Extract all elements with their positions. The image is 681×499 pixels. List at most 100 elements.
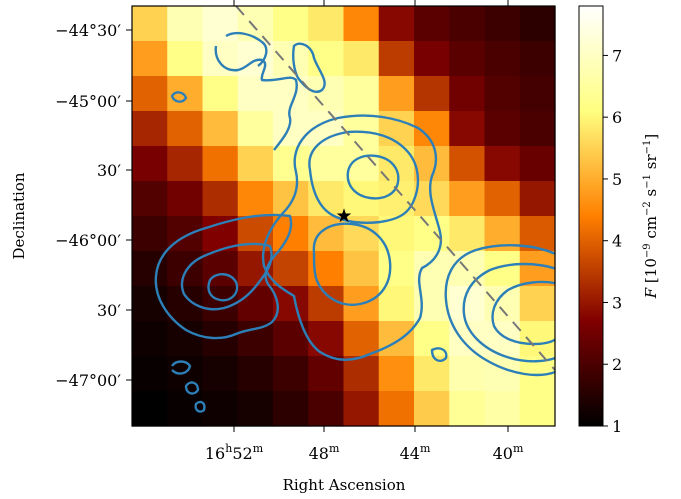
contour-south-bits-1 xyxy=(171,360,192,375)
contour-small-top xyxy=(170,91,188,103)
heatmap-cell-r9-c10 xyxy=(484,321,521,357)
colorbar-label: F [10−9 cm−2 s−1 sr−1] xyxy=(642,134,660,300)
colorbar-tick-label-3: 3 xyxy=(612,293,622,312)
heatmap-cell-r5-c9 xyxy=(449,181,486,217)
heatmap-cell-r8-c1 xyxy=(167,286,204,322)
heatmap-cell-r0-c10 xyxy=(484,6,521,42)
heatmap-cell-r0-c9 xyxy=(449,6,486,42)
contour-south-bits-2 xyxy=(184,381,200,395)
heatmap-cell-r5-c1 xyxy=(167,181,204,217)
contour-upper-loop xyxy=(292,42,326,93)
heatmap-cell-r1-c8 xyxy=(414,41,450,77)
heatmap-cell-r4-c9 xyxy=(449,146,486,182)
heatmap-cell-r6-c9 xyxy=(449,216,486,252)
heatmap-cell-r11-c7 xyxy=(378,391,415,427)
heatmap-cell-r1-c3 xyxy=(237,41,274,77)
heatmap-cell-r1-c1 xyxy=(167,41,204,77)
heatmap-cell-r1-c10 xyxy=(484,41,521,77)
contour-south-bits-3 xyxy=(194,400,206,413)
heatmap-cell-r0-c2 xyxy=(202,6,239,42)
heatmap-cell-r7-c4 xyxy=(273,251,309,287)
heatmap-cell-r1-c7 xyxy=(378,41,415,77)
heatmap-cell-r3-c3 xyxy=(237,111,274,147)
contour-inner-loop xyxy=(312,222,392,306)
heatmap-cell-r11-c2 xyxy=(202,391,239,427)
heatmap-cell-r2-c5 xyxy=(308,76,345,112)
contour-east-inner xyxy=(491,280,555,346)
heatmap-cell-r10-c6 xyxy=(343,356,380,392)
dashed-plane-line xyxy=(235,6,555,371)
heatmap-cell-r9-c7 xyxy=(378,321,415,357)
heatmap-cell-r9-c6 xyxy=(343,321,380,357)
heatmap-cell-r10-c7 xyxy=(378,356,415,392)
heatmap-cell-r9-c0 xyxy=(132,321,168,357)
y-tick-label-2: −45°00′ xyxy=(55,92,121,111)
heatmap-cell-r2-c7 xyxy=(378,76,415,112)
heatmap-cell-r10-c3 xyxy=(237,356,274,392)
heatmap-cell-r4-c10 xyxy=(484,146,521,182)
heatmap-cell-r11-c1 xyxy=(167,391,204,427)
contour-top-arc xyxy=(225,31,268,67)
plot-frame xyxy=(131,5,556,427)
heatmap-cell-r11-c11 xyxy=(519,391,556,427)
heatmap-cell-r9-c11 xyxy=(519,321,556,357)
heatmap-cell-r0-c1 xyxy=(167,6,204,42)
heatmap-cell-r0-c3 xyxy=(237,6,274,42)
heatmap-cell-r2-c8 xyxy=(414,76,450,112)
colorbar-tick-label-6: 6 xyxy=(612,108,622,127)
heatmap-cell-r6-c0 xyxy=(132,216,168,252)
heatmap-cell-r0-c11 xyxy=(519,6,556,42)
heatmap-cell-r1-c0 xyxy=(132,41,168,77)
heatmap-cell-r10-c2 xyxy=(202,356,239,392)
x-axis-label: Right Ascension xyxy=(283,476,406,494)
heatmap-cell-r10-c9 xyxy=(449,356,486,392)
heatmap-cell-r9-c1 xyxy=(167,321,204,357)
colorbar-tick-label-1: 1 xyxy=(612,417,622,436)
heatmap-cell-r0-c0 xyxy=(132,6,168,42)
colorbar-tick-label-7: 7 xyxy=(612,46,622,65)
heatmap-cell-r11-c5 xyxy=(308,391,345,427)
contour-inner-core xyxy=(346,154,400,200)
heatmap-cell-r11-c8 xyxy=(414,391,450,427)
heatmap-cell-r1-c9 xyxy=(449,41,486,77)
heatmap-cell-r8-c5 xyxy=(308,286,345,322)
contour-sw-blob xyxy=(207,273,239,302)
heatmap-cell-r5-c3 xyxy=(237,181,274,217)
heatmap-cell-r7-c11 xyxy=(519,251,556,287)
y-tick-label-6: −47°00′ xyxy=(55,371,121,390)
heatmap-cell-r3-c2 xyxy=(202,111,239,147)
heatmap-cell-r9-c3 xyxy=(237,321,274,357)
heatmap-cell-r8-c4 xyxy=(273,286,309,322)
heatmap-cell-r4-c2 xyxy=(202,146,239,182)
heatmap-cell-r5-c10 xyxy=(484,181,521,217)
heatmap-cell-r10-c4 xyxy=(273,356,309,392)
heatmap-cell-r5-c4 xyxy=(273,181,309,217)
heatmap-cell-r8-c11 xyxy=(519,286,556,322)
heatmap-cell-r8-c7 xyxy=(378,286,415,322)
heatmap-cell-r7-c1 xyxy=(167,251,204,287)
contour-northern-shell xyxy=(214,45,298,151)
colorbar-tick-label-2: 2 xyxy=(612,355,622,374)
heatmap-cell-r5-c0 xyxy=(132,181,168,217)
heatmap-cell-r3-c9 xyxy=(449,111,486,147)
heatmap-cell-r1-c11 xyxy=(519,41,556,77)
x-tick-label-2: 48m xyxy=(309,442,340,463)
heatmap-cell-r2-c0 xyxy=(132,76,168,112)
heatmap-cell-r8-c10 xyxy=(484,286,521,322)
heatmap-cell-r3-c4 xyxy=(273,111,309,147)
heatmap-cell-r0-c7 xyxy=(378,6,415,42)
colorbar-ticks: 1 2 3 4 5 6 7 xyxy=(603,46,622,436)
x-ticks xyxy=(233,0,509,432)
heatmap-cell-r0-c5 xyxy=(308,6,345,42)
heatmap-cell-r4-c4 xyxy=(273,146,309,182)
heatmap-cell-r4-c3 xyxy=(237,146,274,182)
heatmap-cell-r6-c8 xyxy=(414,216,450,252)
heatmap-cells xyxy=(132,6,556,427)
heatmap-cell-r0-c6 xyxy=(343,6,380,42)
y-tick-label-5: 30′ xyxy=(97,301,121,320)
heatmap-cell-r3-c11 xyxy=(519,111,556,147)
heatmap-cell-r7-c7 xyxy=(378,251,415,287)
contour-south-bits-4 xyxy=(430,347,448,362)
heatmap-cell-r0-c8 xyxy=(414,6,450,42)
